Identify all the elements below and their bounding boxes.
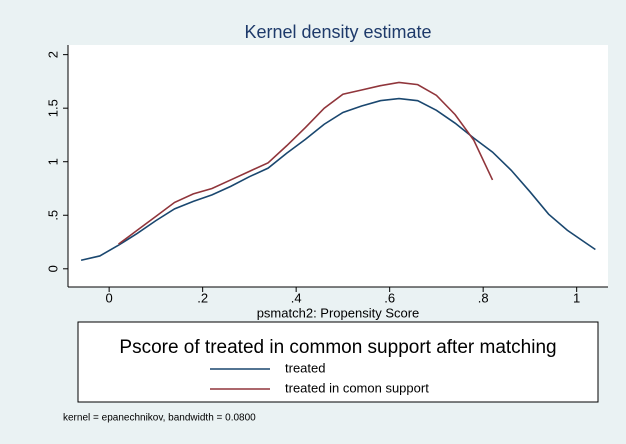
x-axis-label: psmatch2: Propensity Score (257, 305, 420, 320)
series-line (118, 81, 494, 245)
legend-label: treated in comon support (285, 380, 429, 395)
chart-title: Kernel density estimate (244, 22, 431, 42)
y-tick-label: 0 (45, 265, 60, 272)
legend-title: Pscore of treated in common support afte… (119, 337, 556, 358)
legend-label: treated (285, 360, 325, 375)
x-tick-label: .4 (291, 290, 302, 305)
y-tick-label: 1 (45, 158, 60, 165)
y-tick-label: 1.5 (45, 99, 60, 117)
legend-box (77, 321, 599, 403)
x-tick-label: .8 (478, 290, 489, 305)
y-tick-label: 2 (45, 51, 60, 58)
x-tick-label: .6 (384, 290, 395, 305)
y-tick-label: .5 (45, 210, 60, 221)
note: kernel = epanechnikov, bandwidth = 0.080… (63, 413, 256, 424)
x-tick-label: 0 (106, 290, 113, 305)
series-line (80, 97, 596, 262)
x-tick-label: .2 (197, 290, 208, 305)
plot-region (68, 45, 608, 287)
x-tick-label: 1 (573, 290, 580, 305)
